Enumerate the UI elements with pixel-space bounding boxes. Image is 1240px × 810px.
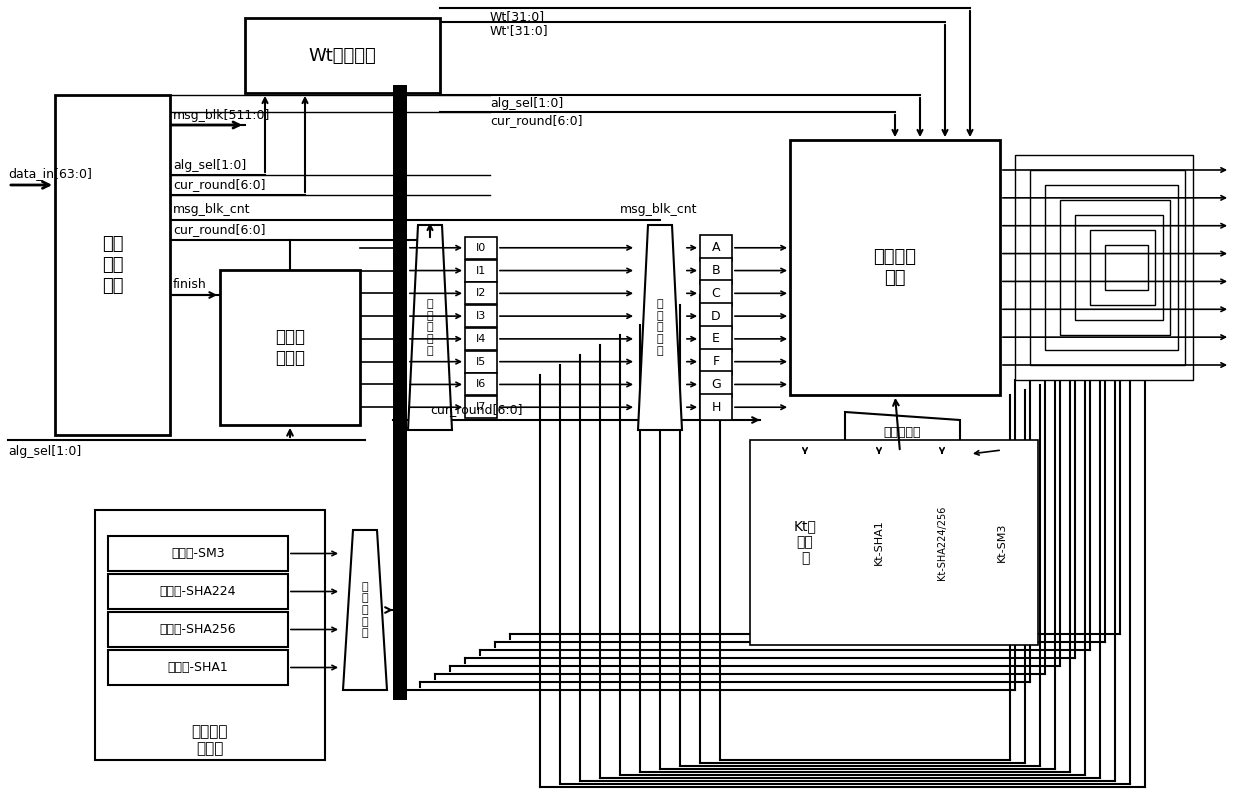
Text: H: H [712,401,720,414]
Bar [760,450,849,635]
Bar [246,18,440,93]
Text: alg_sel[1:0]: alg_sel[1:0] [174,159,247,172]
Bar [1045,185,1178,350]
Text: cur_round[6:0]: cur_round[6:0] [430,403,522,416]
Bar [701,326,732,352]
Bar [701,235,732,261]
Text: 第
二
选
择
器: 第 二 选 择 器 [657,300,663,356]
Text: D: D [712,309,720,322]
Text: Kt-SM3: Kt-SM3 [997,522,1007,562]
Bar [219,270,360,425]
Text: E: E [712,332,720,345]
Bar [465,237,497,258]
Text: I7: I7 [476,403,486,412]
Text: 初始值-SHA224: 初始值-SHA224 [160,585,237,598]
Bar [1016,155,1193,380]
Text: 填充
分组
模块: 填充 分组 模块 [102,235,123,295]
Polygon shape [844,412,960,452]
Text: B: B [712,264,720,277]
Text: data_in[63:0]: data_in[63:0] [7,168,92,181]
Bar [465,351,497,373]
Bar [465,396,497,418]
Bar [465,259,497,282]
Text: 第四选择器: 第四选择器 [884,425,921,438]
Text: 初始值-SM3: 初始值-SM3 [171,547,224,560]
Text: cur_round[6:0]: cur_round[6:0] [174,178,265,191]
Bar [465,328,497,350]
Polygon shape [408,225,453,430]
Text: I5: I5 [476,356,486,367]
Text: msg_blk[511:0]: msg_blk[511:0] [174,109,270,122]
Text: Wt扩展模块: Wt扩展模块 [309,46,377,65]
Text: 迭代压缩
模块: 迭代压缩 模块 [873,248,916,287]
Bar [750,440,1038,645]
Text: Wt[31:0]: Wt[31:0] [490,11,546,23]
Bar [95,510,325,760]
Bar [1060,200,1171,335]
Bar [1030,170,1185,365]
Text: I2: I2 [476,288,486,298]
Bar [701,394,732,420]
Text: 第
一
选
择
器: 第 一 选 择 器 [427,300,433,356]
Bar [1105,245,1147,290]
Text: alg_sel[1:0]: alg_sel[1:0] [7,446,82,458]
Bar [1075,215,1163,320]
Text: I3: I3 [476,311,486,321]
Text: I6: I6 [476,379,486,390]
Text: I0: I0 [476,243,486,253]
Text: 初始值-SHA1: 初始值-SHA1 [167,661,228,674]
Bar [701,280,732,306]
Bar [108,650,288,685]
Bar [1090,230,1154,305]
Text: Kt-SHA1: Kt-SHA1 [874,520,884,565]
Bar [976,450,1028,635]
Bar [701,258,732,283]
Text: msg_blk_cnt: msg_blk_cnt [620,203,697,216]
Polygon shape [343,530,387,690]
Bar [908,450,976,635]
Text: 轮数控
制模块: 轮数控 制模块 [275,328,305,367]
Text: 第
一
选
择
器: 第 一 选 择 器 [362,582,368,638]
Text: 初始值-SHA256: 初始值-SHA256 [160,623,237,636]
Text: msg_blk_cnt: msg_blk_cnt [174,203,250,216]
Text: F: F [713,355,719,369]
Text: Wt'[31:0]: Wt'[31:0] [490,24,548,37]
Bar [790,140,999,395]
Text: 初始值存
储模块: 初始值存 储模块 [192,724,228,757]
Bar [465,283,497,305]
Text: G: G [711,378,720,391]
Bar [849,450,908,635]
Bar [465,305,497,327]
Text: finish: finish [174,279,207,292]
Text: I4: I4 [476,334,486,344]
Bar [701,372,732,398]
Text: Kt-SHA224/256: Kt-SHA224/256 [937,505,947,580]
Bar [55,95,170,435]
Text: Kt存
储模
块: Kt存 储模 块 [794,519,816,565]
Bar [108,536,288,571]
Text: cur_round[6:0]: cur_round[6:0] [490,114,583,127]
Polygon shape [639,225,682,430]
Text: A: A [712,241,720,254]
Bar [108,574,288,609]
Bar [701,348,732,375]
Bar [108,612,288,647]
Bar [701,303,732,329]
Bar [393,85,407,700]
Text: alg_sel[1:0]: alg_sel[1:0] [490,97,563,110]
Bar [465,373,497,395]
Text: cur_round[6:0]: cur_round[6:0] [174,224,265,237]
Text: C: C [712,287,720,300]
Text: I1: I1 [476,266,486,275]
